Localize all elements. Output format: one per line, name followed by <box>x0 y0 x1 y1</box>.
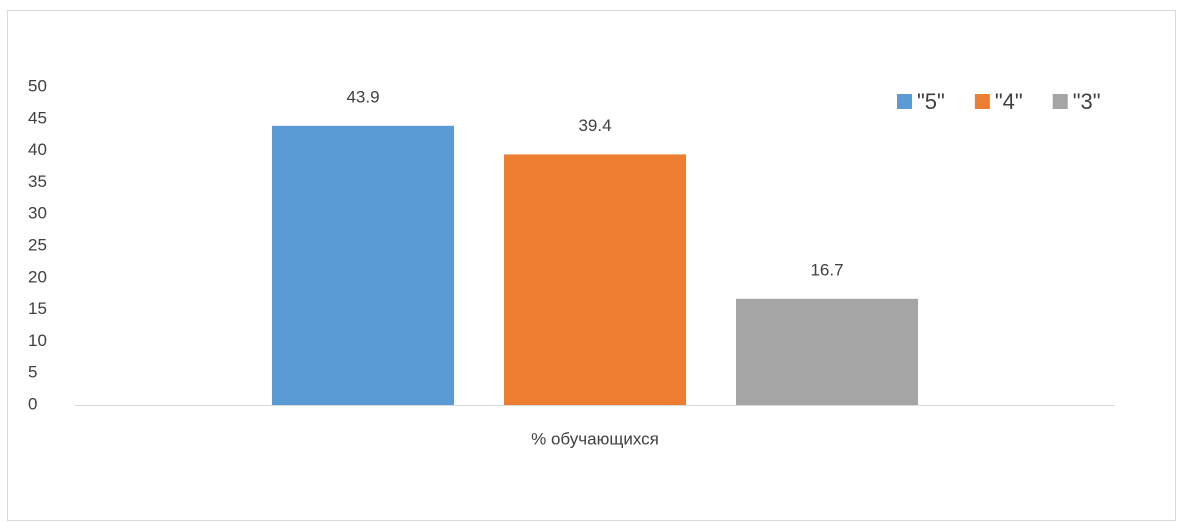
data-label: 39.4 <box>578 116 611 135</box>
y-tick-label: 40 <box>28 140 47 159</box>
bar <box>504 154 686 405</box>
legend-label: "3" <box>1073 89 1101 114</box>
data-label: 43.9 <box>346 87 379 106</box>
bar <box>272 125 454 406</box>
y-tick-label: 45 <box>28 108 47 127</box>
y-tick-label: 35 <box>28 172 47 191</box>
y-tick-label: 5 <box>28 363 37 382</box>
data-label: 16.7 <box>810 260 843 279</box>
y-tick-label: 50 <box>28 76 47 95</box>
y-tick-label: 10 <box>28 331 47 350</box>
x-tick-label: % обучающихся <box>531 429 659 448</box>
legend-label: "5" <box>917 89 945 114</box>
y-tick-label: 30 <box>28 204 47 223</box>
legend-swatch <box>897 94 912 109</box>
legend-label: "4" <box>995 89 1023 114</box>
y-tick-label: 25 <box>28 235 47 254</box>
y-tick-label: 20 <box>28 267 47 286</box>
legend-swatch <box>974 94 990 109</box>
bar <box>736 298 918 405</box>
y-tick-label: 15 <box>28 299 47 318</box>
legend-swatch <box>1052 94 1068 109</box>
y-tick-label: 0 <box>28 394 37 413</box>
